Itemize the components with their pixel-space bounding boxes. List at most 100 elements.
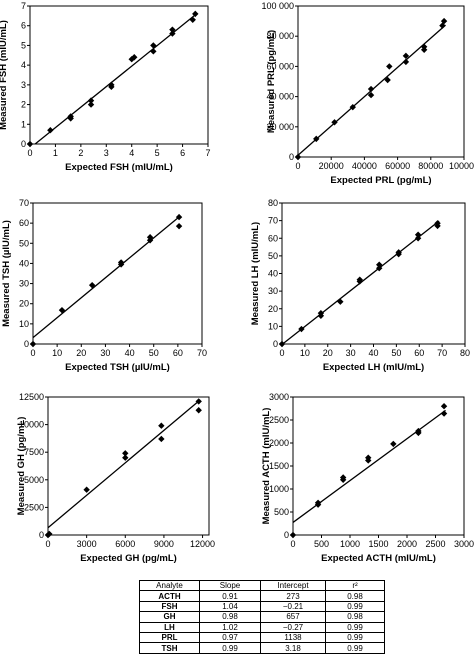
x-tick-label: 0 (30, 348, 35, 358)
data-point (434, 220, 441, 227)
y-axis-title: Measured FSH (mIU/mL) (0, 20, 9, 130)
y-tick-label: 5000 (24, 475, 44, 485)
cell-intercept: −0.21 (260, 600, 326, 613)
x-tick-label: 1000 (340, 539, 360, 549)
y-tick-label: 0 (289, 152, 294, 162)
plot-frame (292, 396, 465, 536)
y-tick-label: 70 (268, 216, 278, 226)
data-point (386, 63, 393, 70)
x-tick-label: 60 (414, 348, 424, 358)
data-point (46, 530, 53, 538)
cell-analyte: ACTH (139, 590, 200, 602)
data-point (175, 222, 183, 230)
y-axis-title: Measured ACTH (mIU/mL) (261, 408, 272, 525)
x-tick-label: 60000 (385, 161, 410, 171)
data-point (314, 499, 322, 506)
y-tick-label: 20 (268, 304, 278, 314)
x-tick-label: 6 (180, 148, 185, 158)
data-point (88, 281, 96, 289)
data-point (440, 17, 448, 25)
x-tick-label: 0 (45, 539, 50, 549)
data-point (58, 306, 66, 314)
y-tick-label: 10 (268, 321, 278, 331)
x-axis-title: Expected LH (mIU/mL) (323, 362, 424, 373)
y-tick-label: 0 (21, 139, 26, 149)
x-tick-label: 0 (279, 348, 284, 358)
y-tick-label: 1500 (269, 461, 289, 471)
data-point (420, 43, 428, 50)
x-tick-label: 10 (52, 348, 62, 358)
x-tick-label: 70 (197, 348, 207, 358)
data-point (414, 231, 422, 238)
y-axis-title: Measured GH (pg/mL) (16, 417, 27, 516)
data-point (365, 454, 372, 461)
data-point (150, 48, 157, 55)
data-point (337, 298, 344, 305)
y-tick-label: 2 (21, 100, 26, 110)
regression-table: Analyte Slope Intercept r² ACTH 0.91 273… (139, 579, 385, 654)
trendline (32, 215, 181, 339)
table-row: GH 0.98 657 0.98 (139, 611, 385, 623)
data-point (47, 127, 54, 134)
x-tick-label: 30 (100, 348, 110, 358)
cell-slope: 1.04 (199, 600, 261, 613)
plot-frame (29, 5, 209, 145)
y-tick-label: 50 (268, 251, 278, 261)
cell-slope: 1.02 (199, 621, 261, 633)
data-point (195, 398, 202, 405)
x-tick-label: 12000 (190, 539, 215, 549)
cell-r-squared: 0.99 (325, 642, 385, 654)
cell-intercept: 273 (260, 590, 326, 602)
y-tick-label: 0 (273, 339, 278, 349)
y-tick-label: 0 (24, 339, 29, 349)
x-axis-title: Expected FSH (mIU/mL) (65, 162, 173, 173)
data-point (87, 101, 95, 108)
data-point (317, 309, 325, 317)
x-tick-label: 0 (295, 161, 300, 171)
y-tick-label: 3000 (269, 392, 289, 402)
data-point (108, 81, 115, 89)
x-tick-label: 3000 (454, 539, 474, 549)
y-tick-label: 2500 (24, 502, 44, 512)
y-tick-label: 80 (268, 198, 278, 208)
data-point (117, 259, 125, 266)
y-tick-label: 7500 (24, 447, 44, 457)
x-tick-label: 1 (53, 148, 58, 158)
x-tick-label: 60 (173, 348, 183, 358)
data-point (195, 407, 202, 414)
cell-analyte: PRL (139, 631, 200, 644)
y-tick-label: 2000 (269, 438, 289, 448)
y-axis-title: Measured PRL (pg/mL) (266, 30, 277, 133)
y-tick-label: 2500 (269, 415, 289, 425)
y-tick-label: 3 (21, 80, 26, 90)
x-tick-label: 40 (368, 348, 378, 358)
data-point (192, 10, 199, 18)
chart-prl: 0 20 000 40 000 60 000 80 000 100 000 0 20000 40… (261, 1, 474, 186)
x-tick-label: 80 (460, 348, 470, 358)
data-point (289, 531, 297, 539)
header-r-squared: r² (325, 579, 385, 592)
chart-fsh: 0 1 2 3 4 5 6 7 0 1 2 3 4 5 6 7 Expected FSH (mIU/mL) Mea… (0, 1, 211, 173)
data-point (415, 427, 422, 435)
data-point (367, 91, 375, 99)
cell-r-squared: 0.98 (325, 590, 385, 602)
data-point (390, 440, 397, 448)
x-tick-label: 2000 (397, 539, 417, 549)
x-tick-label: 20000 (319, 161, 344, 171)
y-tick-label: 500 (274, 507, 289, 517)
x-tick-label: 4 (129, 148, 134, 158)
y-tick-label: 70 (19, 198, 29, 208)
header-intercept: Intercept (260, 579, 326, 592)
cell-r-squared: 0.99 (325, 621, 385, 633)
x-tick-label: 40 (125, 348, 135, 358)
data-point (376, 261, 383, 268)
x-axis-title: Expected TSH (µIU/mL) (65, 362, 170, 373)
y-tick-label: 50 (19, 238, 29, 248)
y-tick-label: 1000 (269, 484, 289, 494)
cell-analyte: LH (139, 621, 200, 633)
data-point (402, 58, 410, 66)
data-point (150, 42, 157, 49)
y-tick-label: 20 000 (266, 122, 294, 132)
